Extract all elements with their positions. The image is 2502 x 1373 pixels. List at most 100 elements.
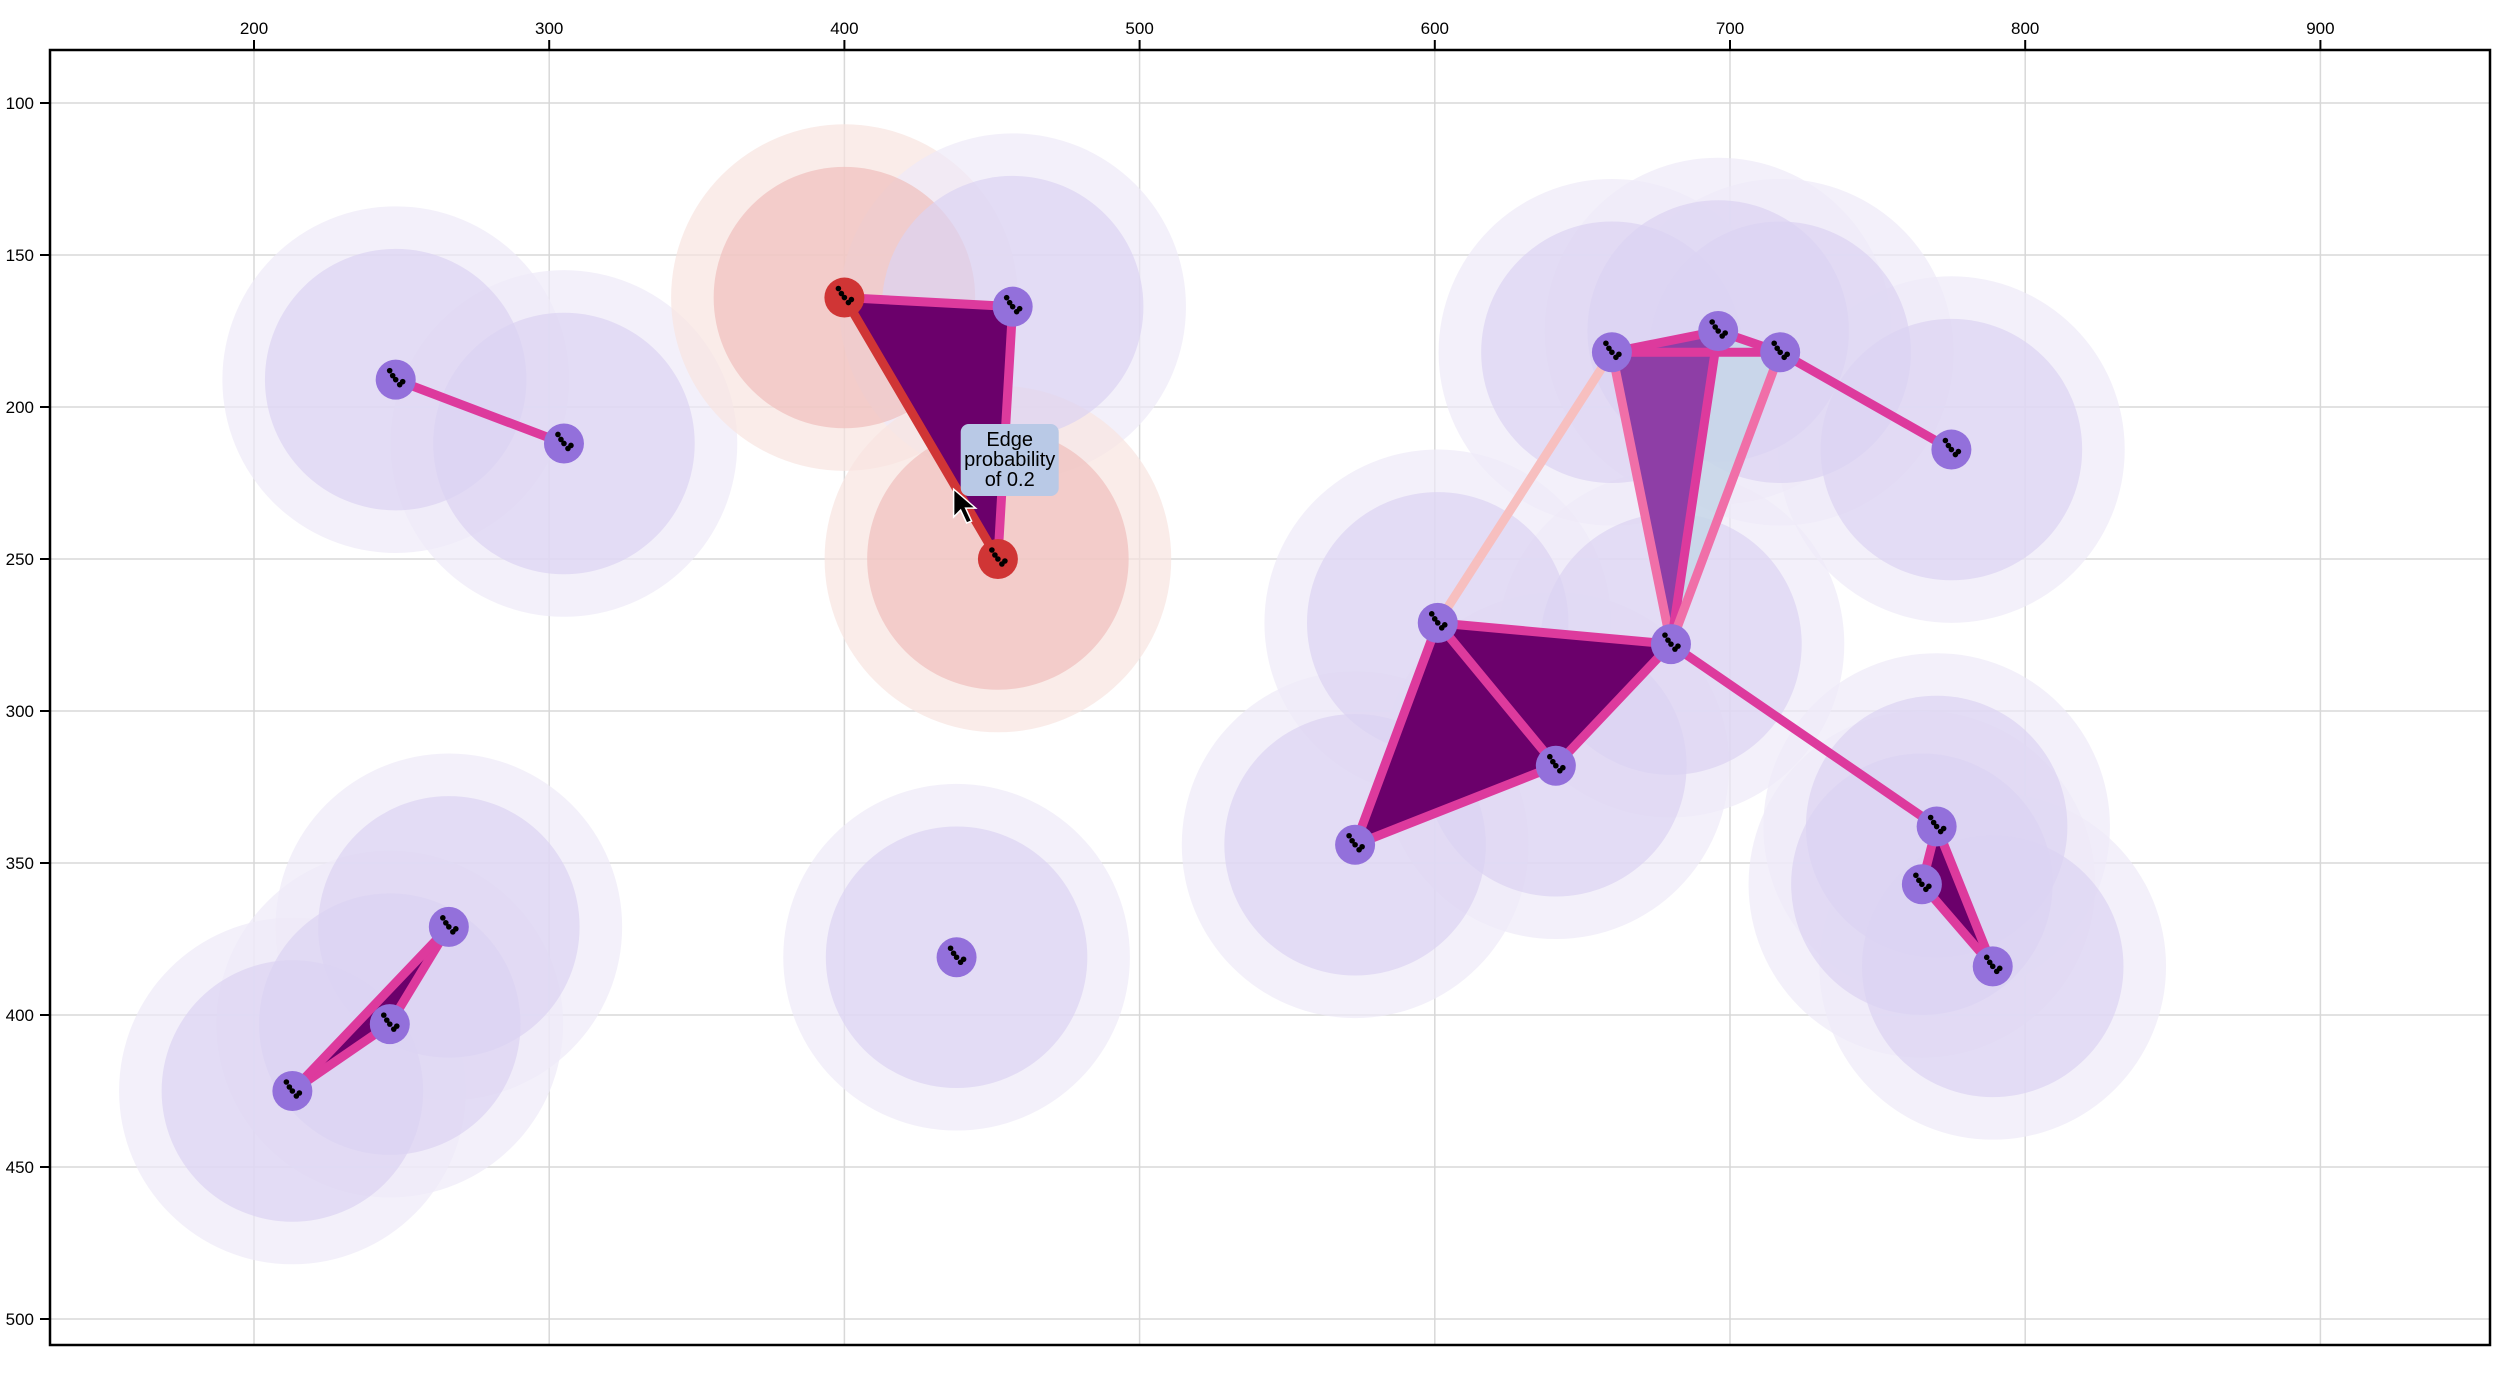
tooltip-line-1: Edge bbox=[986, 429, 1033, 451]
node-marker-g3-4 bbox=[1996, 965, 2003, 972]
node-marker-f3-2 bbox=[1553, 762, 1559, 769]
node-marker-e4-0 bbox=[1942, 437, 1949, 444]
axes: 200 300 400 500 600 700 800 900 100 150 200 250 300 3… bbox=[6, 19, 2492, 1347]
edge-f1-f2 bbox=[1433, 618, 1676, 649]
node-marker-f1-0 bbox=[1428, 611, 1435, 617]
node-marker-c1-0 bbox=[440, 915, 446, 921]
node-marker-g2-2 bbox=[1919, 881, 1925, 888]
mouse-cursor-icon bbox=[952, 487, 978, 525]
edge-f3-f4 bbox=[1350, 761, 1561, 850]
node-marker-c1-1 bbox=[443, 920, 449, 926]
node-marker-e3-4 bbox=[1784, 351, 1790, 358]
node-marker-g2-4 bbox=[1926, 883, 1932, 890]
node-marker-g2-0 bbox=[1913, 872, 1919, 879]
node-marker-f2-1 bbox=[1665, 637, 1671, 643]
node-marker-e3-2 bbox=[1777, 349, 1783, 356]
node-marker-c3-0 bbox=[283, 1079, 290, 1085]
triangle-2 bbox=[1437, 622, 1671, 766]
edges bbox=[287, 293, 1998, 1096]
edge-e2-f2 bbox=[1666, 326, 1723, 649]
node-marker-f3-0 bbox=[1547, 753, 1553, 760]
node-marker-b1-2 bbox=[841, 294, 848, 301]
node-e3 bbox=[1760, 332, 1801, 373]
x-tick-label-500: 500 bbox=[1125, 19, 1153, 38]
node-marker-e2-0 bbox=[1709, 319, 1715, 325]
edge-e1-f1 bbox=[1433, 347, 1617, 628]
node-marker-f3-1 bbox=[1550, 758, 1556, 765]
edge-c1-c3 bbox=[287, 922, 454, 1096]
node-marker-c1-2 bbox=[446, 924, 452, 930]
node-marker-b1-1 bbox=[838, 290, 845, 297]
node-marker-a2-1 bbox=[558, 436, 564, 443]
node-marker-e2-1 bbox=[1712, 324, 1718, 330]
node-marker-b3-0 bbox=[989, 547, 995, 553]
node-marker-b3-2 bbox=[995, 556, 1001, 562]
nodes bbox=[272, 277, 2013, 1111]
node-marker-g3-2 bbox=[1989, 963, 1996, 970]
node-marker-d1-4 bbox=[960, 956, 967, 963]
node-marker-f4-0 bbox=[1346, 832, 1352, 839]
node-f4 bbox=[1335, 824, 1376, 865]
node-marker-e2-2 bbox=[1715, 328, 1721, 334]
node-marker-f3-4 bbox=[1560, 764, 1566, 771]
tooltip-line-3: of 0.2 bbox=[985, 469, 1035, 491]
node-e4 bbox=[1931, 429, 1972, 470]
edge-a1-a2 bbox=[391, 375, 569, 448]
node-a2 bbox=[543, 423, 584, 464]
node-marker-f1-1 bbox=[1431, 616, 1438, 622]
y-tick-label-450: 450 bbox=[6, 1158, 34, 1177]
node-e1 bbox=[1591, 332, 1632, 373]
edge-e3-f2 bbox=[1666, 347, 1785, 649]
cursor-arrow-shape bbox=[952, 487, 978, 525]
node-marker-e4-1 bbox=[1945, 442, 1952, 449]
node-marker-b1-4 bbox=[848, 296, 855, 303]
node-marker-d1-0 bbox=[947, 945, 954, 952]
node-marker-a1-1 bbox=[389, 372, 396, 379]
node-marker-e3-0 bbox=[1771, 340, 1777, 347]
edge-g1-g3 bbox=[1932, 822, 1998, 971]
node-marker-g1-2 bbox=[1933, 823, 1940, 830]
node-marker-b3-4 bbox=[1002, 558, 1008, 564]
node-marker-d1-2 bbox=[953, 954, 960, 961]
triangle-4 bbox=[1611, 331, 1719, 645]
plot-frame bbox=[48, 48, 2492, 1347]
edge-b1-b3 bbox=[839, 293, 1003, 564]
x-tick-label-700: 700 bbox=[1716, 19, 1744, 38]
node-d1 bbox=[936, 937, 977, 978]
x-tick-label-300: 300 bbox=[535, 19, 563, 38]
node-marker-f4-2 bbox=[1352, 841, 1358, 848]
node-marker-a1-2 bbox=[392, 376, 399, 383]
edge-f2-f3 bbox=[1551, 639, 1676, 771]
node-b2 bbox=[992, 286, 1033, 327]
y-tick-label-300: 300 bbox=[6, 702, 34, 721]
node-marker-a2-2 bbox=[561, 440, 567, 447]
x-tick-label-400: 400 bbox=[830, 19, 858, 38]
node-g3 bbox=[1972, 946, 2013, 987]
node-marker-c2-0 bbox=[380, 1012, 387, 1018]
y-tick-label-400: 400 bbox=[6, 1006, 34, 1025]
node-marker-c2-4 bbox=[393, 1023, 400, 1029]
triangle-3 bbox=[1355, 622, 1556, 845]
edge-tooltip: Edge probability of 0.2 bbox=[960, 424, 1059, 496]
node-marker-e2-4 bbox=[1722, 330, 1728, 336]
x-tick-label-900: 900 bbox=[2306, 19, 2334, 38]
node-marker-g3-0 bbox=[1983, 954, 1990, 961]
node-marker-c2-2 bbox=[386, 1021, 393, 1027]
tooltip-line-2: probability bbox=[964, 449, 1055, 471]
node-g2 bbox=[1901, 864, 1942, 905]
node-marker-b3-1 bbox=[992, 552, 998, 558]
node-b1 bbox=[824, 277, 865, 318]
edge-e1-f2 bbox=[1607, 347, 1676, 649]
node-g1 bbox=[1916, 806, 1957, 847]
y-tick-label-150: 150 bbox=[6, 246, 34, 265]
node-marker-f2-0 bbox=[1662, 632, 1668, 638]
node-marker-g2-1 bbox=[1916, 877, 1922, 884]
y-tick-label-200: 200 bbox=[6, 398, 34, 417]
node-a1 bbox=[375, 359, 416, 400]
node-b3 bbox=[977, 539, 1018, 579]
y-tick-label-100: 100 bbox=[6, 94, 34, 113]
node-marker-a1-4 bbox=[399, 378, 406, 385]
node-marker-g1-0 bbox=[1927, 814, 1934, 821]
node-marker-f4-4 bbox=[1359, 843, 1365, 850]
